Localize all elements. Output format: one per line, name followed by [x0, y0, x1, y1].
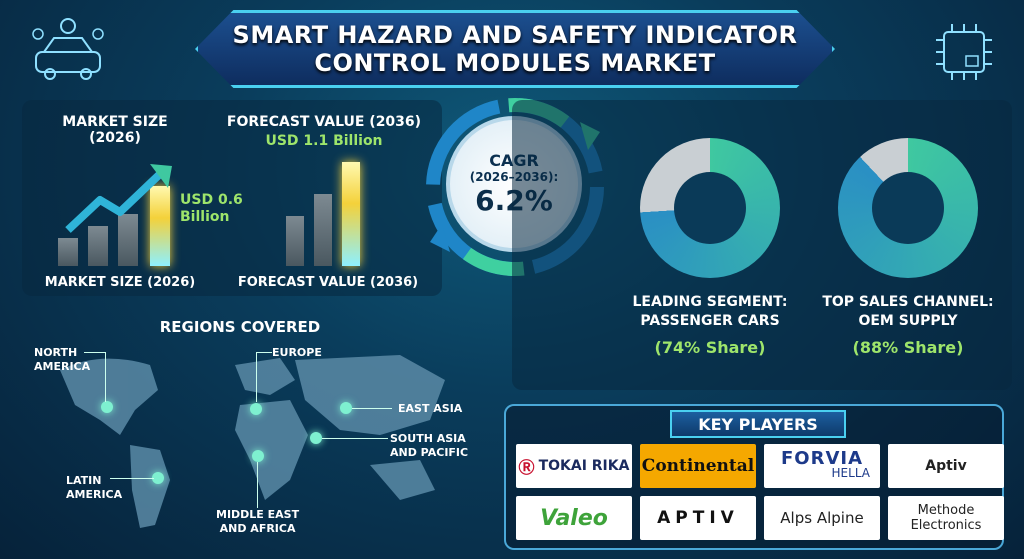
world-map	[40, 350, 480, 540]
region-label-line: AND PACIFIC	[390, 446, 469, 459]
region-label-east-asia: EAST ASIA	[398, 402, 463, 415]
region-label-north-america: NORTH AMERICA	[34, 346, 90, 374]
logo-text: Electronics	[910, 518, 982, 533]
bar-highlight	[150, 186, 170, 266]
bar	[118, 214, 138, 266]
market-size-value-line1: USD 0.6	[180, 192, 243, 208]
region-label-latin-america: LATIN AMERICA	[66, 474, 122, 502]
forecast-bars	[286, 158, 366, 266]
region-label-line: MIDDLE EAST	[216, 508, 300, 521]
logo-forvia-hella: FORVIA HELLA	[764, 444, 880, 488]
forecast-heading: FORECAST VALUE (2036)	[226, 114, 422, 130]
logo-text: TOKAI RIKA	[538, 458, 630, 474]
region-dot-latin-america	[152, 472, 164, 484]
logo-text: Valeo	[540, 505, 608, 531]
region-label-mea: MIDDLE EAST AND AFRICA	[216, 508, 299, 536]
title-line-1: SMART HAZARD AND SAFETY INDICATOR	[232, 21, 798, 49]
market-size-heading: MARKET SIZE (2026)	[50, 114, 180, 146]
logo-text: Alps Alpine	[780, 509, 864, 527]
region-label-line: LATIN	[66, 474, 102, 487]
channel-donut-hole	[872, 172, 944, 244]
bar	[58, 238, 78, 266]
segment-share: (74% Share)	[654, 338, 766, 357]
region-dot-north-america	[101, 401, 113, 413]
forecast-value: USD 1.1 Billion	[265, 133, 383, 149]
bar-highlight	[342, 162, 360, 266]
channel-line-1: TOP SALES CHANNEL:	[822, 294, 994, 310]
region-dot-europe	[250, 403, 262, 415]
leader-line	[84, 352, 106, 402]
bar	[314, 194, 332, 266]
leader-line	[256, 352, 272, 402]
logo-aptiv-wordmark: APTIV	[640, 496, 756, 540]
market-size-axis-label: MARKET SIZE (2026)	[44, 275, 196, 290]
region-label-europe: EUROPE	[272, 346, 322, 359]
logo-text: Methode	[917, 503, 975, 518]
region-label-south-asia: SOUTH ASIA AND PACIFIC	[390, 432, 468, 460]
region-label-line: AMERICA	[66, 488, 123, 501]
market-size-year: (2026)	[89, 130, 141, 146]
chip-icon	[932, 20, 996, 84]
channel-share: (88% Share)	[852, 338, 964, 357]
region-label-line: NORTH	[34, 346, 78, 359]
segment-line-1: LEADING SEGMENT:	[632, 294, 788, 310]
tokai-rika-mark-icon: Ⓡ	[518, 458, 535, 477]
logo-text: Aptiv	[925, 458, 967, 474]
region-label-line: AND AFRICA	[219, 522, 296, 535]
leader-line	[110, 478, 154, 479]
leader-line	[257, 462, 258, 508]
growth-arrow-icon	[64, 160, 174, 240]
region-dot-mea	[252, 450, 264, 462]
segment-line-2: PASSENGER CARS	[640, 313, 780, 329]
logo-text: APTIV	[657, 508, 739, 528]
region-label-line: AMERICA	[34, 360, 91, 373]
title-banner: SMART HAZARD AND SAFETY INDICATOR CONTRO…	[195, 10, 835, 88]
key-players-header: KEY PLAYERS	[670, 410, 846, 438]
title-line-2: CONTROL MODULES MARKET	[314, 49, 716, 77]
key-players-heading: KEY PLAYERS	[698, 414, 818, 434]
logo-tokai-rika: Ⓡ TOKAI RIKA	[516, 444, 632, 488]
region-label-line: SOUTH ASIA	[390, 432, 466, 445]
channel-line-2: OEM SUPPLY	[858, 313, 958, 329]
logo-methode: Methode Electronics	[888, 496, 1004, 540]
bar	[88, 226, 108, 266]
leader-line	[322, 438, 388, 439]
leader-line	[352, 408, 392, 409]
segment-donut-hole	[674, 172, 746, 244]
market-size-value: USD 0.6 Billion	[180, 192, 243, 226]
logo-text: HELLA	[831, 466, 870, 480]
regions-heading: REGIONS COVERED	[159, 318, 321, 336]
logo-aptiv: Aptiv	[888, 444, 1004, 488]
forecast-axis-label: FORECAST VALUE (2036)	[237, 275, 419, 290]
logo-continental: Continental	[640, 444, 756, 488]
market-size-bars	[58, 170, 178, 266]
logo-alps-alpine: Alps Alpine	[764, 496, 880, 540]
bar	[286, 216, 304, 266]
region-dot-south-asia	[310, 432, 322, 444]
logo-text: FORVIA	[780, 448, 864, 469]
market-size-heading-text: MARKET SIZE	[62, 114, 168, 130]
market-size-value-line2: Billion	[180, 209, 230, 225]
logo-text: Continental	[641, 456, 755, 476]
region-dot-east-asia	[340, 402, 352, 414]
car-icon	[28, 14, 108, 84]
logo-valeo: Valeo	[516, 496, 632, 540]
